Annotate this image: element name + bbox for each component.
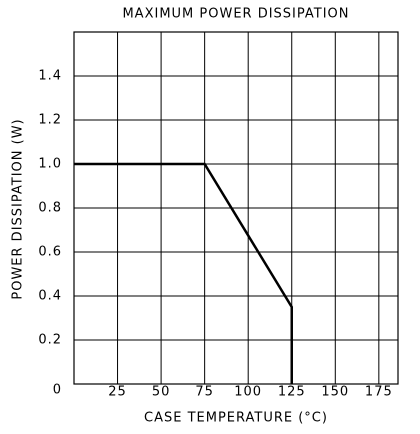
y-tick-label: 1.2 <box>38 113 62 128</box>
y-tick-label: 0.4 <box>38 289 62 304</box>
x-tick-label: 50 <box>152 385 171 400</box>
y-tick-label: 1.0 <box>38 157 62 172</box>
y-tick-label: 0 <box>53 383 62 398</box>
y-tick-label: 0.8 <box>38 201 62 216</box>
x-axis-label: CASE TEMPERATURE (°C) <box>144 411 328 426</box>
x-tick-label: 100 <box>234 385 262 400</box>
y-axis-label: POWER DISSIPATION (W) <box>11 118 26 299</box>
data-line <box>74 162 293 384</box>
y-tick-label: 1.4 <box>38 69 62 84</box>
chart-title: MAXIMUM POWER DISSIPATION <box>122 7 349 22</box>
x-tick-label: 75 <box>195 385 214 400</box>
y-tick-label: 0.6 <box>38 245 62 260</box>
x-tick-label: 125 <box>278 385 306 400</box>
y-tick-label: 0.2 <box>38 333 62 348</box>
x-tick-label: 175 <box>365 385 393 400</box>
x-tick-label: 150 <box>321 385 349 400</box>
x-tick-label: 25 <box>108 385 127 400</box>
